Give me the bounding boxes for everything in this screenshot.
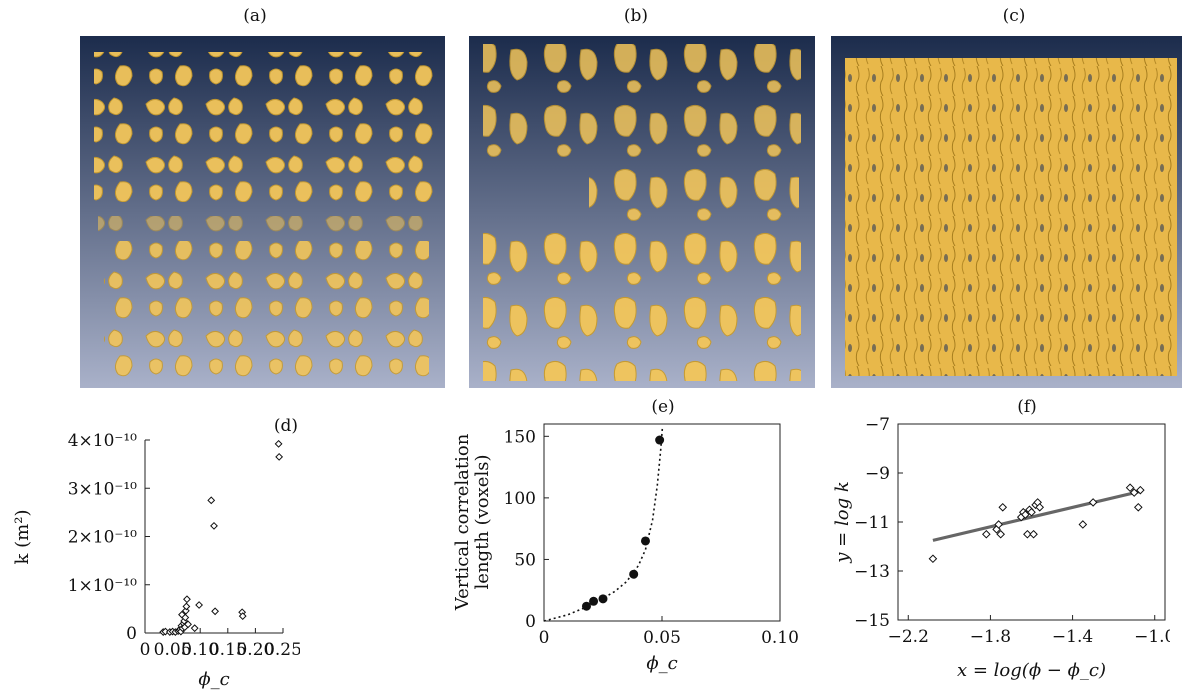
data-point	[181, 613, 190, 622]
y-tick-label: −15	[854, 611, 890, 631]
x-axis-label: x = log(ϕ − ϕ_c)	[957, 660, 1106, 680]
data-point	[581, 601, 591, 611]
data-point	[1133, 502, 1143, 512]
render-image-a	[80, 36, 445, 388]
x-tick-label: 0.10	[181, 640, 219, 660]
render-image-b	[469, 36, 815, 388]
y-tick-label: 100	[504, 489, 536, 509]
fit-curve	[543, 426, 664, 622]
y-tick-label: 3×10⁻¹⁰	[68, 479, 137, 499]
panel-label-e: (e)	[651, 397, 675, 417]
y-tick-label: 0	[126, 624, 137, 644]
data-point	[994, 520, 1003, 529]
data-point	[1027, 507, 1036, 517]
data-point	[640, 536, 650, 546]
panel-label-f: (f)	[1017, 397, 1037, 417]
data-point	[1125, 483, 1135, 493]
data-point	[183, 595, 191, 604]
data-point	[275, 452, 284, 461]
x-tick-label: 0.10	[761, 628, 799, 648]
x-tick-label: −2.2	[888, 627, 929, 647]
data-point	[998, 502, 1008, 512]
y-tick-label: −7	[865, 415, 890, 435]
data-point	[238, 612, 247, 621]
y-tick-label: 4×10⁻¹⁰	[68, 431, 137, 451]
render-b-svg	[469, 36, 815, 388]
y-tick-label: 1×10⁻¹⁰	[68, 576, 137, 596]
data-point	[1078, 520, 1088, 529]
plot-frame	[543, 423, 781, 622]
data-point	[182, 602, 191, 611]
panel-label-b: (b)	[623, 6, 649, 26]
chart-d: 0 0.050.100.150.200.2501×10⁻¹⁰2×10⁻¹⁰3×10…	[12, 431, 300, 690]
panel-label-a: (a)	[243, 6, 267, 26]
x-tick-label: 0.25	[264, 640, 300, 660]
data-point	[589, 596, 599, 606]
x-tick-label: 0	[539, 628, 550, 648]
plot-frame	[897, 423, 1166, 621]
y-axis-label: k (m²)	[12, 510, 33, 565]
y-tick-label: 50	[514, 550, 536, 570]
data-point	[195, 601, 204, 609]
render-image-c	[831, 36, 1182, 388]
data-point	[1136, 485, 1145, 495]
x-tick-label: −1.0	[1134, 627, 1170, 647]
data-point	[598, 594, 608, 604]
data-point	[982, 529, 991, 539]
data-point	[1088, 498, 1098, 507]
data-point	[211, 607, 220, 616]
data-point	[1021, 510, 1030, 519]
render-a-svg	[80, 36, 445, 388]
data-point	[274, 439, 283, 448]
y-tick-label: −13	[854, 562, 890, 582]
chart-e: 0 0.05 0.10 0 50 100 150 ϕ_c Vertical correlatio…	[452, 423, 799, 674]
data-point	[1023, 529, 1032, 539]
chart-f: −2.2 −1.8 −1.4 −1.0 −15 −13 −11 −9 −7 x = log(ϕ −…	[832, 415, 1170, 680]
render-c-svg	[831, 36, 1182, 388]
y-axis-label-line2: length (voxels)	[472, 455, 493, 590]
x-tick-label: −1.4	[1052, 627, 1093, 647]
data-point	[1029, 529, 1038, 539]
data-point	[928, 554, 938, 564]
data-point	[1035, 502, 1045, 512]
y-tick-label: −11	[854, 513, 890, 533]
y-axis-label: y = log k	[832, 481, 853, 563]
data-point	[190, 624, 199, 633]
data-point	[207, 496, 216, 505]
x-axis-label: ϕ_c	[646, 653, 677, 674]
data-point	[184, 620, 192, 629]
y-tick-label: −9	[865, 464, 890, 484]
x-tick-label: −1.8	[970, 627, 1011, 647]
data-point	[655, 435, 665, 445]
x-tick-label: 0.15	[209, 640, 247, 660]
y-tick-label: 150	[504, 427, 536, 447]
x-axis-label: ϕ_c	[198, 669, 229, 690]
x-tick-label: 0	[140, 640, 151, 660]
data-point	[996, 529, 1005, 539]
data-point	[210, 521, 218, 530]
fit-line	[932, 489, 1141, 542]
data-point	[1129, 488, 1139, 497]
x-tick-label: 0.20	[236, 640, 274, 660]
x-tick-label: 0.05	[154, 640, 192, 660]
panel-label-c: (c)	[1002, 6, 1026, 26]
y-tick-label: 2×10⁻¹⁰	[68, 528, 137, 548]
x-tick-label: 0.05	[643, 628, 681, 648]
y-axis-label-line1: Vertical correlation	[452, 433, 473, 611]
y-tick-label: 0	[525, 612, 536, 632]
data-point	[629, 569, 639, 579]
panel-label-d: (d)	[273, 416, 299, 436]
